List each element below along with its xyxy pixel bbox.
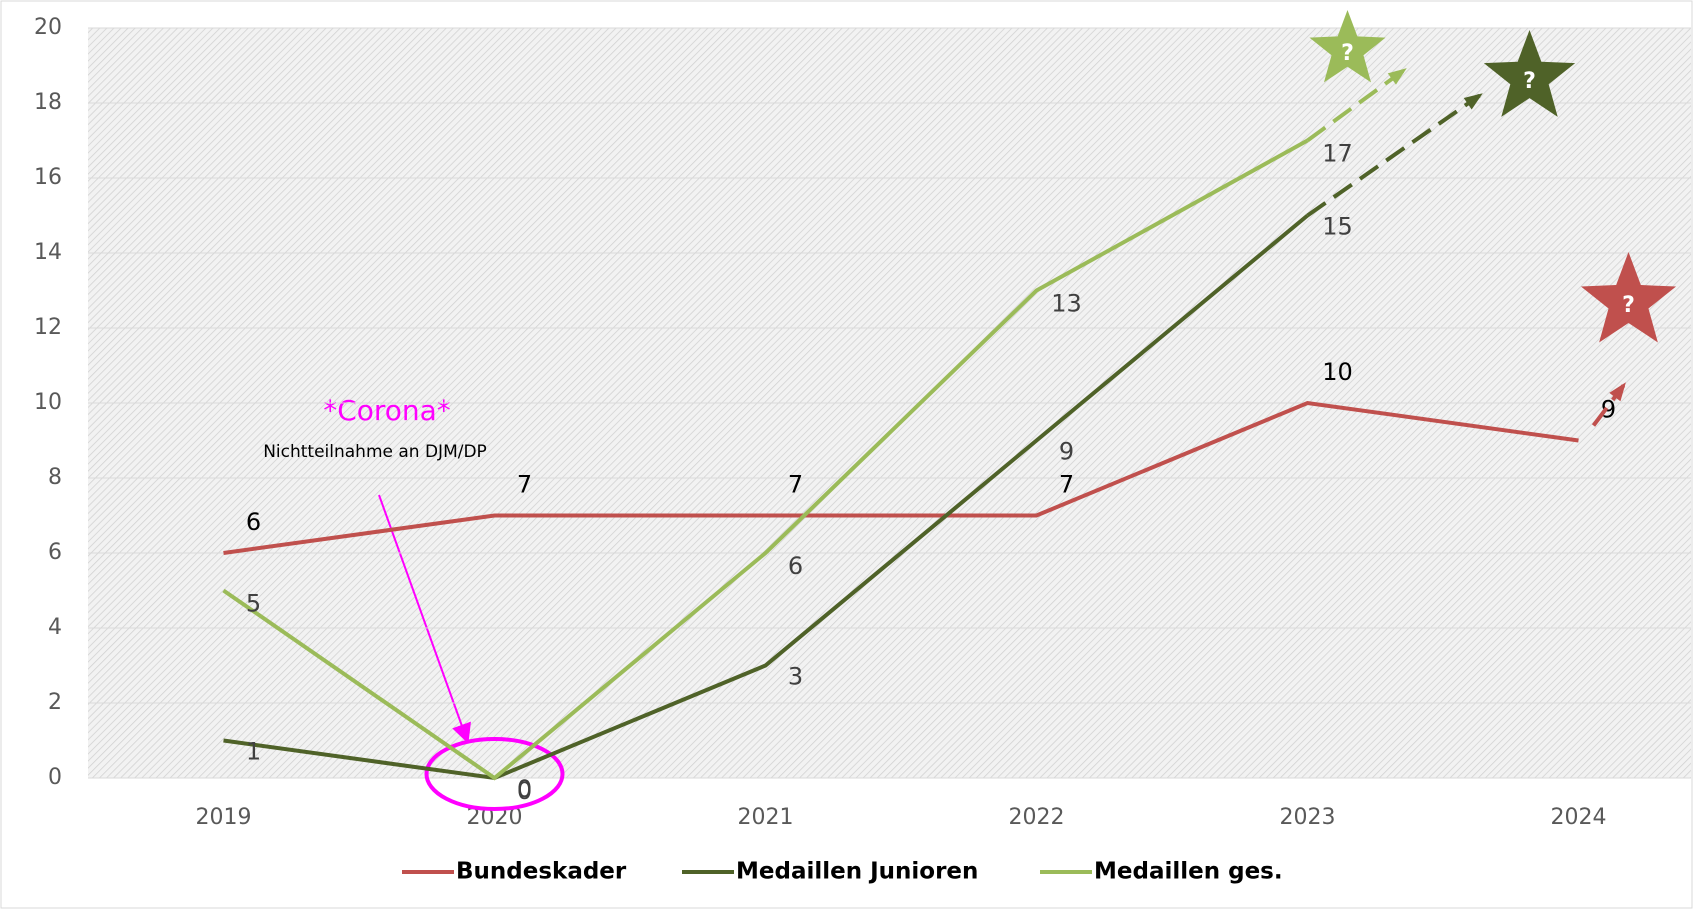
forecast-star [1309, 10, 1386, 83]
data-label: 15 [1322, 213, 1353, 241]
y-tick-label: 2 [48, 690, 62, 715]
data-label: 1 [246, 738, 261, 766]
highlight-ellipse [424, 737, 565, 811]
data-label: 0 [517, 775, 532, 803]
y-tick-label: 12 [34, 315, 62, 340]
data-label: 6 [788, 552, 803, 580]
series-line [222, 138, 1309, 781]
y-tick-label: 0 [48, 765, 62, 790]
forecast-label: ? [1622, 293, 1635, 318]
y-tick-label: 4 [48, 615, 62, 640]
data-label: 7 [1059, 471, 1074, 499]
annotation-arrow [378, 494, 472, 744]
data-label: 3 [788, 663, 803, 691]
forecast-arrowhead [1463, 93, 1483, 110]
y-tick-label: 8 [48, 465, 62, 490]
data-label: 9 [1059, 438, 1074, 466]
y-tick-label: 14 [34, 240, 62, 265]
x-tick-label: 2022 [1009, 805, 1065, 830]
data-label: 6 [246, 508, 261, 536]
data-label: 5 [246, 590, 261, 618]
series-line [223, 213, 1309, 781]
y-tick-label: 20 [34, 15, 62, 40]
y-tick-label: 6 [48, 540, 62, 565]
y-tick-label: 18 [34, 90, 62, 115]
data-label: 13 [1051, 290, 1082, 318]
x-tick-label: 2024 [1551, 805, 1607, 830]
data-label: 9 [1601, 396, 1616, 424]
legend-label: Medaillen ges. [1094, 859, 1283, 885]
data-label: 17 [1322, 140, 1353, 168]
y-tick-label: 10 [34, 390, 62, 415]
forecast-label: ? [1341, 41, 1354, 66]
data-label: 7 [517, 471, 532, 499]
annotation: *Corona* [323, 394, 451, 427]
annotation: Nichtteilnahme an DJM/DP [263, 442, 487, 462]
legend-label: Medaillen Junioren [736, 859, 978, 885]
forecast-star [1483, 30, 1576, 117]
x-tick-label: 2023 [1280, 805, 1336, 830]
data-label: 10 [1322, 358, 1353, 386]
series-line [223, 400, 1579, 555]
forecast-line [1306, 93, 1481, 218]
forecast-arrowhead [1609, 382, 1626, 402]
forecast-arrowhead [1387, 68, 1407, 85]
y-tick-label: 16 [34, 165, 62, 190]
data-label: 7 [788, 471, 803, 499]
forecast-line [1306, 68, 1405, 143]
data-label: 0 [517, 777, 532, 805]
forecast-label: ? [1523, 69, 1536, 94]
forecast-star [1580, 252, 1677, 343]
x-tick-label: 2019 [196, 805, 252, 830]
legend-label: Bundeskader [456, 859, 627, 885]
x-tick-label: 2021 [738, 805, 794, 830]
